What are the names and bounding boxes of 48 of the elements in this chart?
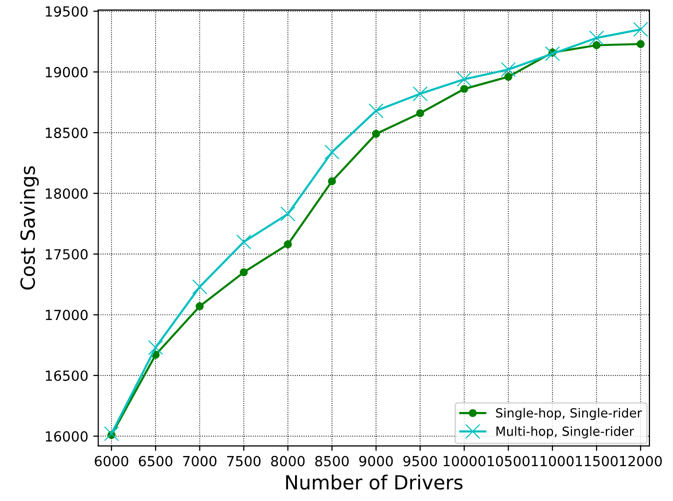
y-tick-label: 17000 — [46, 310, 88, 320]
point — [236, 234, 252, 250]
y-tick-label: 16000 — [46, 431, 88, 442]
point — [412, 86, 428, 102]
x-tick-label: 6500 — [138, 456, 172, 466]
point — [240, 268, 248, 276]
x-tick-label: 10000 — [444, 456, 486, 466]
x-tick-label: 8500 — [315, 456, 349, 466]
legend-label: Single-hop, Single-rider — [496, 408, 642, 420]
point — [104, 426, 119, 442]
y-tick-label: 18000 — [46, 188, 88, 199]
x-tick-label: 11500 — [576, 456, 618, 466]
point — [633, 22, 648, 37]
point — [416, 109, 424, 118]
point — [636, 40, 645, 48]
point — [592, 41, 601, 50]
x-tick-label: 9000 — [359, 456, 393, 466]
x-axis-title: Number of Drivers — [286, 474, 462, 490]
y-tick-label: 18500 — [46, 128, 88, 138]
x-tick-label: 12000 — [620, 456, 662, 466]
point — [589, 30, 604, 46]
point — [328, 177, 336, 186]
point — [456, 72, 472, 87]
x-tick-label: 11000 — [532, 456, 574, 466]
point — [500, 62, 516, 77]
x-tick-label: 8000 — [271, 456, 305, 466]
x-tick-label: 7000 — [183, 456, 216, 466]
legend-label: Multi-hop, Single-rider — [496, 426, 634, 438]
point — [280, 206, 296, 222]
point — [192, 279, 208, 294]
point — [196, 302, 204, 310]
x-tick-label: 7500 — [227, 456, 261, 466]
point — [284, 240, 292, 248]
y-tick-label: 19000 — [46, 66, 88, 78]
point — [372, 130, 380, 138]
point — [324, 144, 340, 160]
x-tick-label: 6000 — [94, 456, 128, 466]
x-tick-label: 10500 — [488, 456, 530, 466]
y-tick-label: 17500 — [46, 249, 88, 260]
y-tick-label: 16500 — [46, 370, 88, 381]
point — [368, 103, 384, 118]
x-tick-label: 9500 — [403, 456, 437, 466]
point — [504, 72, 512, 81]
point — [460, 84, 468, 93]
y-tick-label: 19500 — [46, 6, 88, 17]
y-axis-title: Cost Savings — [20, 166, 39, 290]
point — [544, 46, 560, 62]
point — [148, 340, 164, 356]
